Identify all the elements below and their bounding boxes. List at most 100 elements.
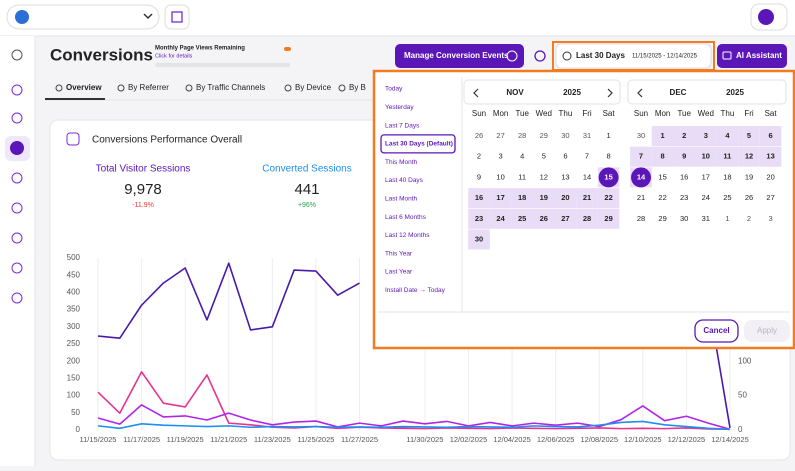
day[interactable]: 17 (702, 172, 710, 181)
apply-button[interactable] (744, 320, 790, 342)
icon[interactable] (11, 172, 23, 184)
day[interactable]: 28 (583, 214, 591, 223)
day[interactable]: 2 (682, 131, 686, 140)
day[interactable]: 8 (607, 152, 611, 161)
day[interactable]: 2 (477, 152, 481, 161)
day[interactable]: 17 (496, 193, 504, 202)
day[interactable]: 3 (499, 152, 503, 161)
tab[interactable]: Overview (66, 83, 102, 92)
day[interactable]: 22 (658, 193, 666, 202)
day[interactable]: 15 (604, 172, 612, 181)
day[interactable]: 29 (658, 214, 666, 223)
preset[interactable]: This Month (385, 159, 418, 166)
day[interactable]: 21 (637, 193, 645, 202)
day[interactable]: 8 (661, 152, 665, 161)
day[interactable]: 1 (607, 131, 611, 140)
day[interactable]: 31 (583, 131, 591, 140)
day[interactable]: 13 (766, 152, 774, 161)
day[interactable]: 12 (540, 172, 548, 181)
date-range-button[interactable] (555, 43, 712, 69)
day[interactable]: 13 (561, 172, 569, 181)
day[interactable]: 27 (766, 193, 774, 202)
day[interactable]: 16 (680, 172, 688, 181)
day[interactable]: 12 (745, 152, 753, 161)
day[interactable]: 26 (745, 193, 753, 202)
preset[interactable]: Last Year (385, 269, 413, 276)
icon[interactable] (11, 84, 23, 96)
day[interactable]: 11 (723, 152, 731, 161)
day[interactable]: 5 (542, 152, 546, 161)
preset[interactable]: Install Date → Today (385, 287, 446, 294)
day[interactable]: 18 (723, 172, 731, 181)
day[interactable]: 14 (637, 172, 646, 181)
page-views-link[interactable]: Click for details (155, 53, 193, 59)
preset[interactable]: Last 7 Days (385, 122, 420, 129)
day[interactable]: 31 (702, 214, 710, 223)
day[interactable]: 1 (725, 214, 729, 223)
day[interactable]: 21 (583, 193, 591, 202)
prev-month[interactable] (637, 88, 643, 98)
day[interactable]: 3 (769, 214, 773, 223)
icon[interactable] (11, 49, 23, 61)
day[interactable]: 1 (661, 131, 665, 140)
day[interactable]: 19 (540, 193, 548, 202)
ai-button[interactable] (717, 44, 787, 68)
day[interactable]: 3 (704, 131, 708, 140)
day[interactable]: 30 (561, 131, 569, 140)
day[interactable]: 16 (475, 193, 483, 202)
preset[interactable]: Today (385, 86, 403, 93)
day[interactable]: 20 (766, 172, 774, 181)
day[interactable]: 4 (725, 131, 730, 140)
day[interactable]: 11 (518, 172, 526, 181)
icon[interactable] (11, 292, 23, 304)
tab[interactable]: By B (349, 83, 366, 92)
icon[interactable] (10, 141, 24, 155)
day[interactable]: 10 (702, 152, 710, 161)
day[interactable]: 6 (563, 152, 567, 161)
day[interactable]: 20 (561, 193, 569, 202)
manage-button[interactable] (395, 44, 524, 68)
day[interactable]: 5 (747, 131, 751, 140)
day[interactable]: 2 (747, 214, 751, 223)
day[interactable]: 25 (518, 214, 526, 223)
prev-month[interactable] (473, 88, 479, 98)
day[interactable]: 14 (583, 172, 591, 181)
day[interactable]: 7 (639, 152, 643, 161)
preset[interactable]: Last 6 Months (385, 214, 427, 221)
icon[interactable] (11, 202, 23, 214)
day[interactable]: 6 (769, 131, 773, 140)
day[interactable]: 29 (540, 131, 548, 140)
day[interactable]: 4 (520, 152, 524, 161)
tab[interactable]: By Traffic Channels (196, 83, 265, 92)
next-month[interactable] (607, 88, 613, 98)
site-selector[interactable] (6, 4, 160, 30)
day[interactable]: 23 (680, 193, 688, 202)
day[interactable]: 10 (496, 172, 504, 181)
preset[interactable]: Last 30 Days (Default) (385, 141, 453, 148)
day[interactable]: 30 (680, 214, 688, 223)
day[interactable]: 19 (745, 172, 753, 181)
day[interactable]: 23 (475, 214, 483, 223)
icon[interactable] (11, 112, 23, 124)
refresh-button[interactable] (534, 50, 546, 62)
preset[interactable]: Yesterday (385, 104, 414, 111)
day[interactable]: 27 (561, 214, 569, 223)
tab[interactable]: By Device (295, 83, 332, 92)
tab[interactable]: By Referrer (128, 83, 169, 92)
day[interactable]: 15 (658, 172, 666, 181)
cancel-button[interactable] (694, 319, 739, 343)
preset[interactable]: Last 40 Days (385, 177, 424, 184)
day[interactable]: 22 (604, 193, 612, 202)
day[interactable]: 28 (518, 131, 526, 140)
day[interactable]: 26 (475, 131, 483, 140)
day[interactable]: 30 (637, 131, 645, 140)
day[interactable]: 30 (475, 234, 483, 243)
icon[interactable] (11, 232, 23, 244)
preset[interactable]: Last 12 Months (385, 232, 430, 239)
preset[interactable]: Last Month (385, 196, 418, 203)
day[interactable]: 7 (585, 152, 589, 161)
day[interactable]: 9 (477, 172, 481, 181)
day[interactable]: 24 (496, 214, 505, 223)
day[interactable]: 25 (723, 193, 731, 202)
day[interactable]: 29 (604, 214, 612, 223)
